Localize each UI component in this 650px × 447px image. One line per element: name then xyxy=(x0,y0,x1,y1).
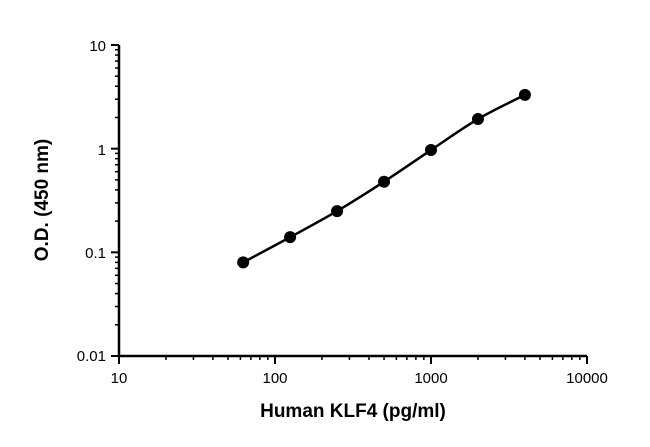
data-point xyxy=(518,88,531,101)
y-tick-label-10: 10 xyxy=(89,38,106,55)
data-point xyxy=(378,175,391,188)
y-axis-title: O.D. (450 nm) xyxy=(32,139,53,261)
data-points xyxy=(237,88,531,269)
y-tick-label-0.01: 0.01 xyxy=(77,348,106,365)
data-point xyxy=(471,113,484,126)
plot-area xyxy=(237,88,531,269)
x-tick-label-100: 100 xyxy=(262,370,287,387)
x-tick-label-10000: 10000 xyxy=(566,370,608,387)
x-tick-label-1000: 1000 xyxy=(414,370,447,387)
x-axis-title: Human KLF4 (pg/ml) xyxy=(260,401,446,422)
x-tick-label-10: 10 xyxy=(111,370,128,387)
y-tick-label-0.1: 0.1 xyxy=(85,245,106,262)
data-point xyxy=(331,205,344,218)
data-point xyxy=(425,144,437,157)
y-tick-label-1: 1 xyxy=(98,142,106,159)
data-point xyxy=(284,231,297,244)
data-point xyxy=(237,256,250,269)
axis-ticks xyxy=(111,44,588,364)
